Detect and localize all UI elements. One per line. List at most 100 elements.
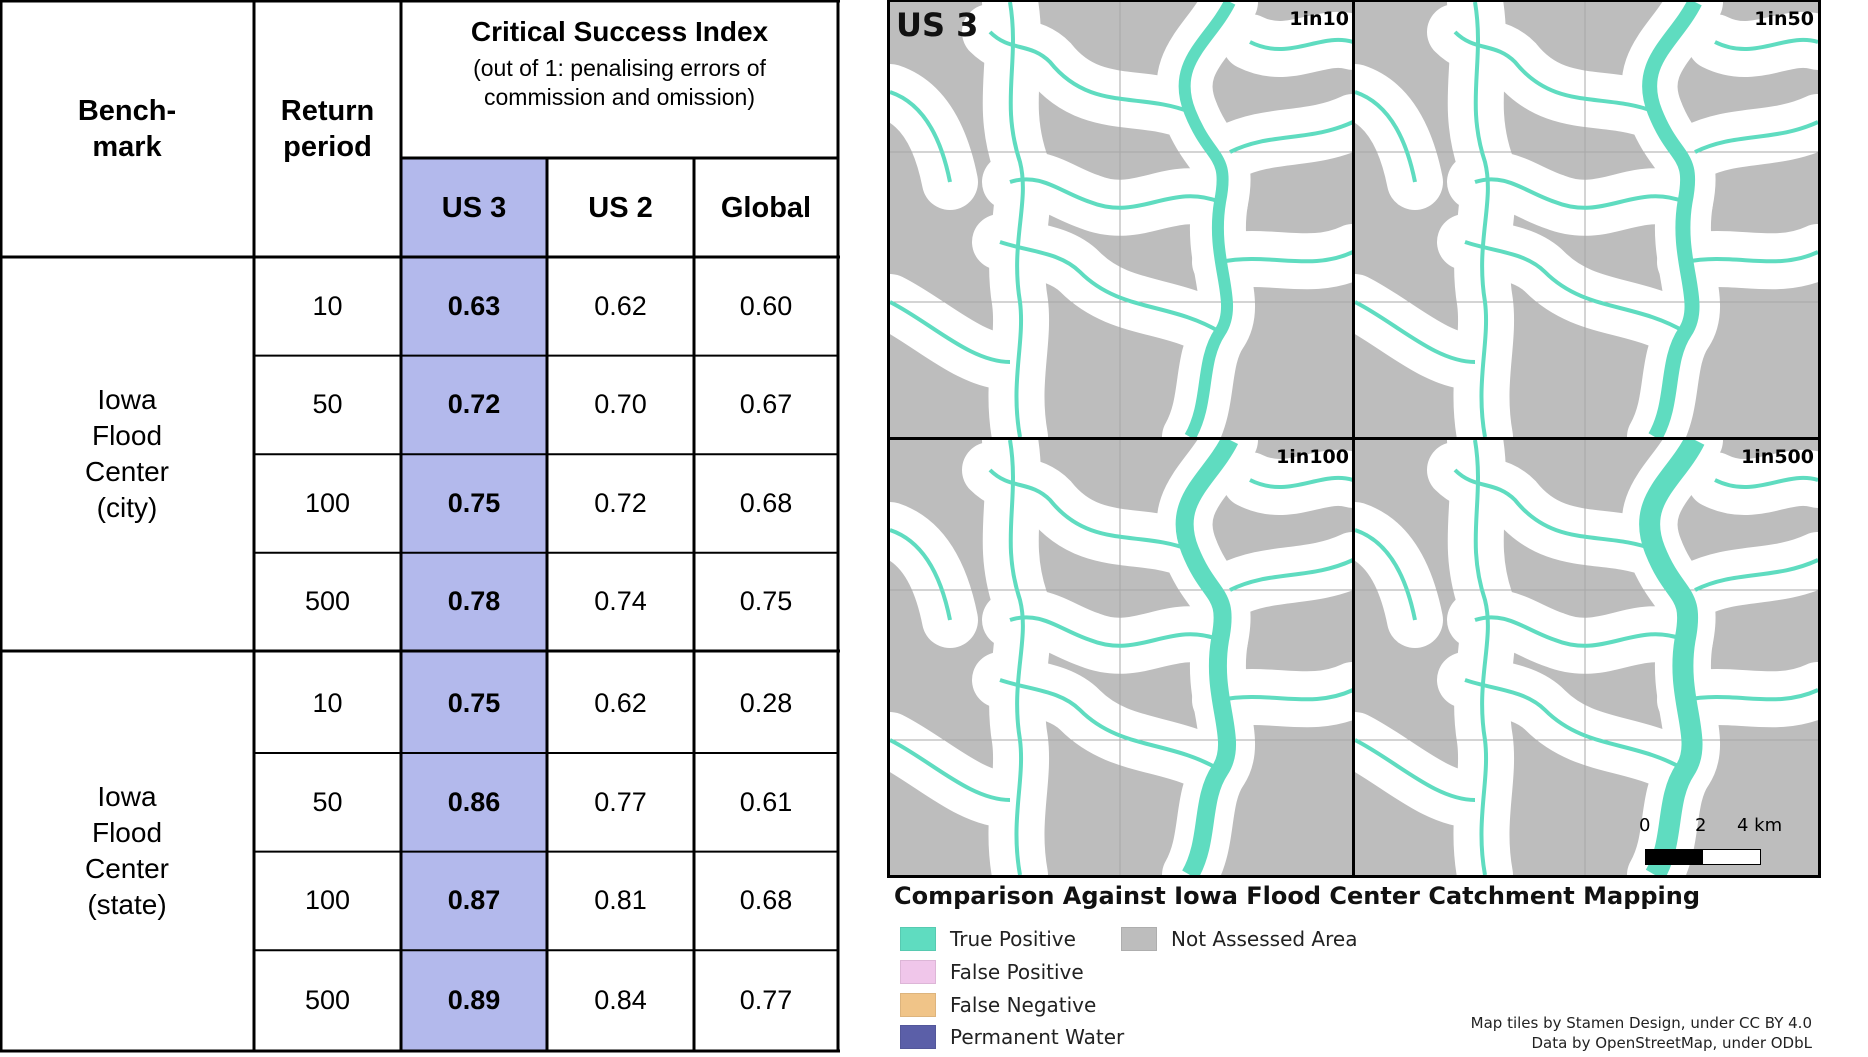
true-positive-stream [1694,558,1818,592]
map-credits: Map tiles by Stamen Design, under CC BY … [1471,1013,1812,1053]
csi-title: Critical Success Index [470,16,769,47]
return-period-cell: 500 [304,586,351,617]
true-positive-stream [999,240,1222,334]
map-panel-1in100: 1in100 [887,437,1356,878]
us3-csi-cell: 0.87 [447,885,501,916]
true-positive-stream [1684,250,1818,264]
global-csi-cell: 0.28 [739,688,793,719]
us2-csi-cell: 0.81 [594,885,647,916]
us2-csi-cell: 0.84 [594,985,647,1016]
map-title: US 3 [896,6,979,44]
scale-tick-2: 2 [1695,815,1707,836]
map-panel-1in500: 1in500 [1352,437,1821,878]
return-period-label: 1in10 [1289,8,1349,30]
legend-swatch-true-positive [900,927,936,951]
global-csi-cell: 0.68 [739,487,793,518]
true-positive-stream [1714,37,1818,52]
true-positive-stream [999,678,1222,772]
true-positive-stream [1355,300,1476,364]
true-positive-stream [1474,615,1686,648]
legend-permanent-water: Permanent Water [900,1025,1124,1049]
global-csi-cell: 0.60 [739,290,793,321]
scale-tick-4km: 4 km [1737,815,1783,836]
scale-bar-black-segment [1646,850,1703,864]
benchmark-name: Iowa Flood Center (state) [84,781,170,920]
us3-csi-cell: 0.86 [447,786,501,817]
header-benchmark: Bench- mark [77,94,177,163]
legend-swatch-false-negative [900,993,936,1017]
legend-label: False Positive [950,960,1084,984]
header-us3: US 3 [441,191,507,224]
header-csi: Critical Success Index (out of 1: penalis… [401,14,838,154]
us2-csi-cell: 0.77 [594,786,647,817]
legend-label: Not Assessed Area [1171,927,1358,951]
true-positive-stream [1249,475,1353,490]
true-positive-main-river [1639,440,1705,875]
legend-label: False Negative [950,993,1097,1017]
true-positive-stream [1009,177,1221,210]
true-positive-stream [1249,37,1353,52]
map-panel-1in50: 1in50 [1352,0,1821,440]
true-positive-main-river [1642,2,1702,437]
map-legend: Comparison Against Iowa Flood Center Cat… [888,875,1816,1057]
us2-csi-cell: 0.74 [594,586,647,617]
flood-extent-map [1355,440,1818,875]
flood-extent-map [1355,2,1818,437]
true-positive-main-river [1175,440,1239,875]
us3-csi-cell: 0.72 [447,389,501,420]
us3-csi-cell: 0.78 [447,586,501,617]
scale-bar-body [1645,849,1761,865]
return-period-cell: 100 [304,487,351,518]
flood-map-figure: US 3 1in10 1in50 1in100 1in500 0 2 4 km Com… [887,0,1821,1057]
flood-extent-map [890,440,1353,875]
true-positive-stream [1473,2,1490,437]
return-period-cell: 50 [312,389,343,420]
true-positive-stream [1355,90,1417,183]
us3-csi-cell: 0.63 [447,290,501,321]
csi-subtitle: (out of 1: penalising errors of commissi… [473,55,766,110]
legend-swatch-not-assessed [1121,927,1157,951]
true-positive-stream [1464,240,1687,334]
header-global: Global [720,191,812,224]
return-period-cell: 500 [304,985,351,1016]
us3-csi-cell: 0.75 [447,688,501,719]
legend-label: Permanent Water [950,1025,1125,1049]
global-csi-cell: 0.67 [739,389,793,420]
credit-tiles: Map tiles by Stamen Design, under CC BY … [1470,1014,1812,1032]
return-period-label: 1in50 [1754,8,1814,30]
true-positive-stream [890,738,1011,802]
header-us2: US 2 [588,191,653,224]
us3-csi-cell: 0.89 [447,985,501,1016]
flood-extent-map [890,2,1353,437]
legend-swatch-permanent-water [900,1025,936,1049]
return-period-cell: 100 [304,885,351,916]
us3-highlight-column [401,158,547,1051]
true-positive-stream [1219,250,1353,264]
us2-csi-cell: 0.62 [594,688,647,719]
true-positive-stream [1684,688,1818,702]
true-positive-stream [1229,120,1353,154]
return-period-cell: 10 [312,290,343,321]
true-positive-stream [1009,615,1221,648]
true-positive-stream [1474,177,1686,210]
return-period-cell: 50 [312,786,343,817]
us2-csi-cell: 0.72 [594,487,647,518]
legend-false-negative: False Negative [900,993,1096,1017]
true-positive-stream [890,90,952,183]
us2-csi-cell: 0.70 [594,389,647,420]
global-csi-cell: 0.77 [739,985,793,1016]
true-positive-stream [890,300,1011,364]
true-positive-stream [1714,475,1818,490]
true-positive-stream [1229,558,1353,592]
legend-swatch-false-positive [900,960,936,984]
true-positive-stream [1464,678,1687,772]
true-positive-stream [1008,440,1025,875]
benchmark-name: Iowa Flood Center (city) [84,384,170,523]
legend-label: True Positive [950,927,1076,951]
return-period-label: 1in500 [1741,446,1814,468]
map-panel-1in10: 1in10 [887,0,1356,440]
scale-bar: 0 2 4 km [1639,815,1782,867]
legend-false-positive: False Positive [900,960,1084,984]
legend-true-positive: True Positive [900,927,1076,951]
global-csi-cell: 0.61 [739,786,793,817]
